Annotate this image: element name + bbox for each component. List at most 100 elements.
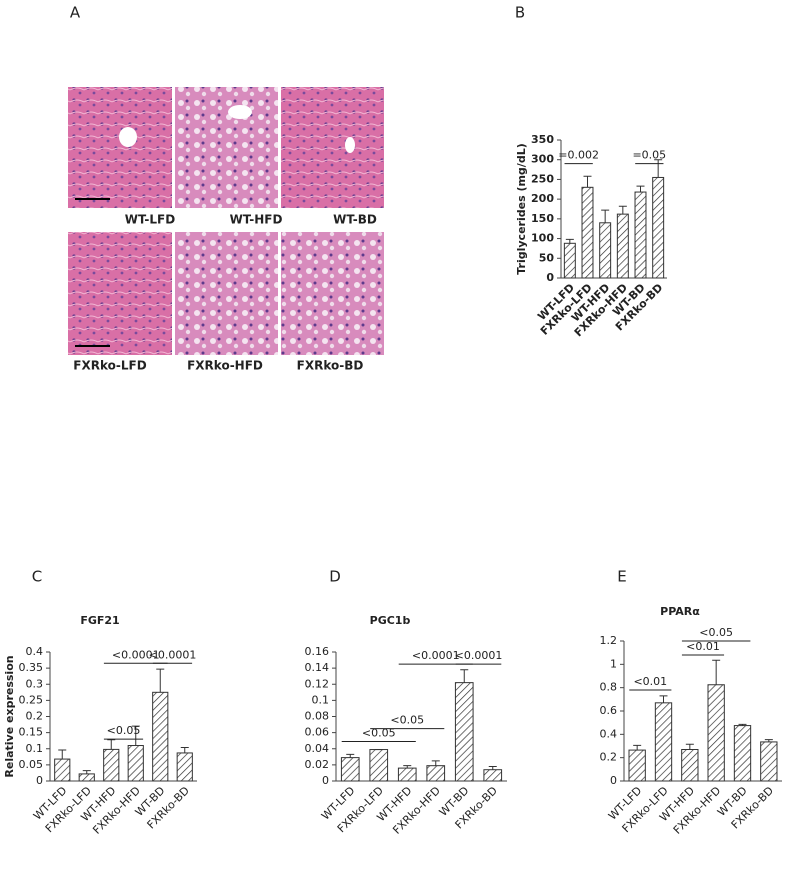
bar <box>628 749 646 782</box>
y-tick-label: 250 <box>531 172 554 185</box>
error-bar <box>712 659 721 685</box>
significance-label: <0.05 <box>390 714 424 727</box>
vessel <box>119 127 137 147</box>
micrograph <box>281 232 384 355</box>
panel-label: E <box>617 568 626 586</box>
error-bar <box>58 749 67 760</box>
bar <box>127 745 144 782</box>
significance-label: =0.002 <box>558 149 599 162</box>
significance-label: <0.05 <box>362 726 396 739</box>
y-tick-label: 150 <box>531 212 554 225</box>
histology <box>68 87 384 355</box>
bar <box>78 773 95 782</box>
bar <box>454 682 474 782</box>
y-tick-label: 0.14 <box>305 661 330 674</box>
error-bar <box>131 725 140 746</box>
y-tick-label: 200 <box>531 192 554 205</box>
chart-title: PPARα <box>660 605 700 618</box>
y-tick-label: 0.35 <box>19 661 44 674</box>
panel-label: B <box>515 4 525 22</box>
significance-label: <0.05 <box>107 724 141 737</box>
significance-label: =0.05 <box>632 149 666 162</box>
y-axis-label: Triglycerides (mg/dL) <box>515 143 528 274</box>
y-tick-label: 350 <box>531 133 554 146</box>
bar <box>483 769 503 782</box>
y-tick-label: 0.3 <box>26 677 44 690</box>
y-tick-label: 300 <box>531 153 554 166</box>
significance-label: <0.0001 <box>455 649 503 662</box>
vessel <box>345 137 355 153</box>
y-tick-label: 0 <box>610 774 617 787</box>
y-tick-label: 0.25 <box>19 693 44 706</box>
y-tick-label: 0.06 <box>305 726 330 739</box>
bar <box>733 725 752 782</box>
bar <box>652 176 665 279</box>
micrograph <box>281 87 384 208</box>
bar <box>103 748 120 782</box>
bar <box>54 758 71 782</box>
y-tick-label: 0 <box>322 774 329 787</box>
y-tick-label: 0.1 <box>312 693 330 706</box>
bar <box>152 691 169 782</box>
y-tick-label: 0 <box>36 774 43 787</box>
image-label: FXRko-HFD <box>187 359 263 373</box>
vessel <box>228 105 252 119</box>
error-bar <box>156 668 165 693</box>
bar <box>397 767 417 782</box>
bar <box>563 242 576 279</box>
significance-label: <0.01 <box>633 675 667 688</box>
y-tick-label: 0.05 <box>19 758 44 771</box>
error-bar <box>636 185 645 193</box>
error-bar <box>107 739 116 750</box>
y-tick-label: 0 <box>546 271 554 284</box>
chart-title: FGF21 <box>80 614 119 627</box>
y-tick-label: 0.16 <box>305 645 330 658</box>
error-bar <box>460 669 469 683</box>
panel-label: A <box>70 4 81 22</box>
image-label: WT-HFD <box>230 213 283 227</box>
bar <box>760 741 778 782</box>
y-axis-label: Relative expression <box>3 655 16 777</box>
significance-label: <0.0001 <box>149 648 197 661</box>
y-tick-label: 100 <box>531 232 554 245</box>
error-bar <box>764 739 773 742</box>
image-label: WT-BD <box>333 213 377 227</box>
y-tick-label: 0.6 <box>600 704 618 717</box>
y-tick-label: 50 <box>539 251 555 264</box>
y-tick-label: 0.08 <box>305 710 330 723</box>
significance-label: <0.0001 <box>412 649 460 662</box>
error-bar <box>180 746 189 753</box>
bar <box>581 186 594 279</box>
y-tick-label: 0.02 <box>305 758 330 771</box>
bar <box>681 749 699 782</box>
error-bar <box>601 209 610 223</box>
significance-label: <0.01 <box>686 640 720 653</box>
error-bar <box>488 765 497 770</box>
bar <box>634 191 647 279</box>
bar <box>654 702 673 782</box>
bar <box>707 684 725 782</box>
bar <box>369 749 389 782</box>
error-bar <box>654 159 663 178</box>
error-bar <box>618 205 627 215</box>
error-bar <box>565 238 574 244</box>
chart-title: PGC1b <box>370 614 411 627</box>
y-tick-label: 0.2 <box>26 710 44 723</box>
panel-label: C <box>32 568 42 586</box>
error-bar <box>431 760 440 766</box>
bar <box>426 765 446 782</box>
error-bar <box>403 765 412 769</box>
y-tick-label: 1.2 <box>600 634 618 647</box>
image-label: FXRko-BD <box>297 359 364 373</box>
bar <box>340 757 360 782</box>
error-bar <box>82 770 91 774</box>
y-tick-label: 0.4 <box>600 727 618 740</box>
error-bar <box>346 753 355 758</box>
y-tick-label: 0.04 <box>305 742 330 755</box>
image-label: FXRko-LFD <box>73 359 146 373</box>
bar <box>599 222 612 279</box>
y-tick-label: 0.15 <box>19 726 44 739</box>
y-tick-label: 0.2 <box>600 751 618 764</box>
micrograph <box>68 232 172 355</box>
